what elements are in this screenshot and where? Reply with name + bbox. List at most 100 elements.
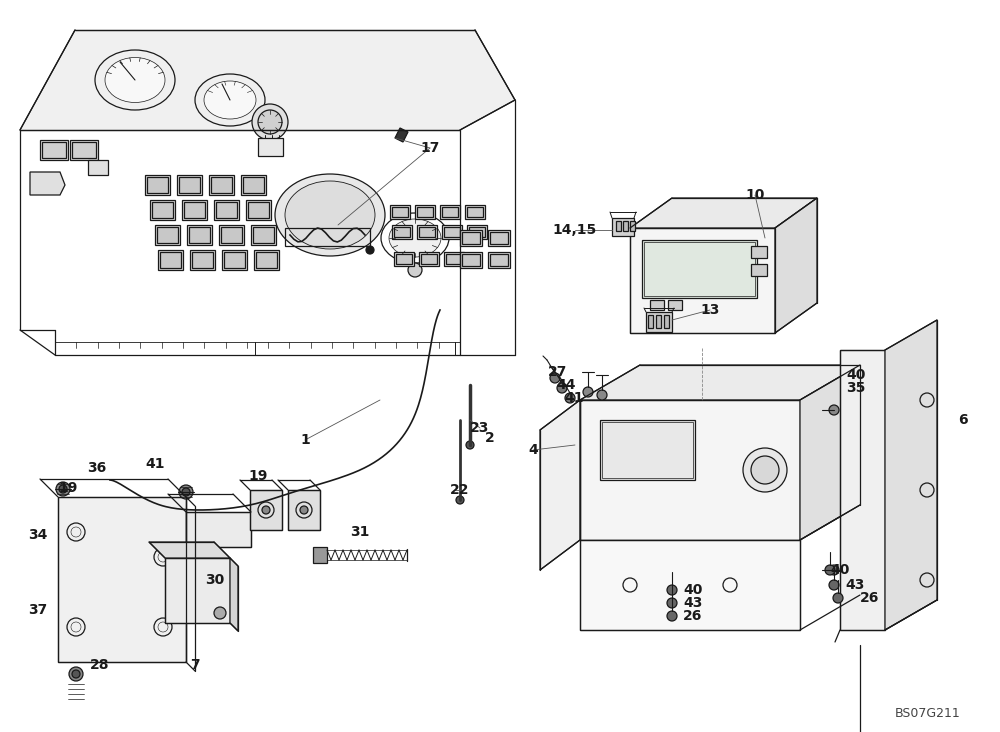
Bar: [70, 140, 98, 160]
Circle shape: [557, 383, 567, 393]
Bar: [465, 205, 485, 219]
Bar: [88, 160, 108, 175]
Bar: [216, 202, 237, 218]
Text: 43: 43: [845, 578, 865, 592]
Circle shape: [262, 506, 270, 514]
Bar: [612, 218, 634, 236]
Bar: [490, 232, 508, 244]
Polygon shape: [222, 250, 247, 270]
Bar: [415, 205, 435, 219]
Bar: [40, 140, 68, 160]
Bar: [656, 315, 661, 328]
Circle shape: [69, 667, 83, 681]
Bar: [390, 205, 410, 219]
Circle shape: [667, 598, 677, 608]
Bar: [623, 221, 628, 231]
Bar: [646, 312, 672, 332]
Text: 44: 44: [556, 378, 576, 392]
Bar: [211, 177, 232, 193]
Text: 19: 19: [248, 469, 268, 483]
Polygon shape: [246, 200, 271, 220]
Text: 28: 28: [90, 658, 110, 672]
Bar: [152, 202, 173, 218]
Bar: [186, 512, 251, 547]
Bar: [184, 202, 205, 218]
Bar: [288, 490, 320, 530]
Bar: [392, 207, 408, 217]
Bar: [396, 254, 412, 264]
Bar: [630, 228, 775, 333]
Bar: [648, 315, 653, 328]
Bar: [460, 230, 482, 246]
Bar: [644, 242, 755, 296]
Circle shape: [550, 373, 560, 383]
Bar: [668, 300, 682, 310]
Polygon shape: [885, 320, 937, 630]
Text: 41: 41: [564, 391, 584, 405]
Polygon shape: [395, 128, 408, 142]
Bar: [258, 138, 283, 156]
Bar: [160, 252, 181, 268]
Circle shape: [667, 585, 677, 595]
Polygon shape: [187, 225, 212, 245]
Polygon shape: [313, 547, 327, 563]
Text: 10: 10: [745, 188, 765, 202]
Bar: [467, 225, 487, 239]
Text: 22: 22: [450, 483, 470, 497]
Polygon shape: [580, 400, 800, 540]
Circle shape: [214, 607, 226, 619]
Polygon shape: [149, 542, 230, 558]
Text: 7: 7: [190, 658, 200, 672]
Bar: [751, 264, 767, 276]
Bar: [250, 490, 282, 530]
Bar: [616, 221, 621, 231]
Bar: [602, 422, 693, 478]
Circle shape: [56, 482, 70, 496]
Ellipse shape: [204, 81, 256, 119]
Circle shape: [300, 506, 308, 514]
Bar: [650, 300, 664, 310]
Ellipse shape: [285, 181, 375, 249]
Bar: [417, 225, 437, 239]
Text: 19: 19: [58, 481, 78, 495]
Bar: [250, 490, 282, 530]
Polygon shape: [630, 198, 817, 228]
Polygon shape: [209, 175, 234, 195]
Circle shape: [179, 485, 193, 499]
Bar: [421, 254, 437, 264]
Polygon shape: [190, 250, 215, 270]
Bar: [490, 254, 508, 266]
Polygon shape: [150, 200, 175, 220]
Bar: [630, 221, 635, 231]
Text: 31: 31: [350, 525, 370, 539]
Bar: [440, 205, 460, 219]
Circle shape: [829, 565, 839, 575]
Circle shape: [456, 496, 464, 504]
Circle shape: [597, 390, 607, 400]
Bar: [417, 207, 433, 217]
Polygon shape: [580, 365, 860, 400]
Circle shape: [59, 485, 67, 493]
Circle shape: [825, 565, 835, 575]
Bar: [467, 207, 483, 217]
Bar: [72, 142, 96, 158]
Polygon shape: [186, 512, 251, 547]
Polygon shape: [630, 228, 775, 333]
Polygon shape: [30, 172, 65, 195]
Text: 13: 13: [700, 303, 720, 317]
Text: 23: 23: [470, 421, 490, 435]
Bar: [147, 177, 168, 193]
Circle shape: [258, 110, 282, 134]
Text: 6: 6: [958, 413, 968, 427]
Circle shape: [829, 405, 839, 415]
Bar: [42, 142, 66, 158]
Polygon shape: [214, 200, 239, 220]
Text: 17: 17: [420, 141, 440, 155]
Polygon shape: [165, 558, 230, 623]
Polygon shape: [241, 175, 266, 195]
Bar: [58, 497, 186, 662]
Circle shape: [72, 670, 80, 678]
Polygon shape: [580, 540, 800, 630]
Polygon shape: [182, 200, 207, 220]
Bar: [394, 252, 414, 266]
